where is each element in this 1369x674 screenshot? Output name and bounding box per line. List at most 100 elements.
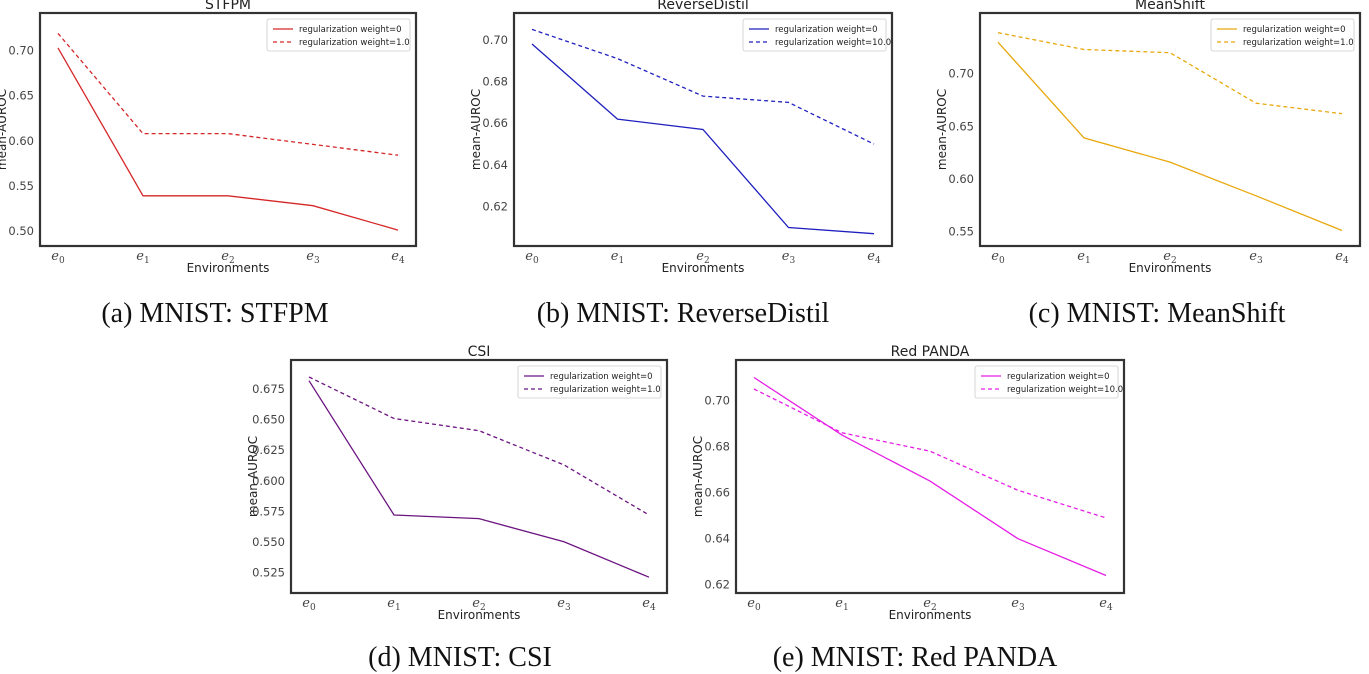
x-tick-label: e1	[611, 249, 624, 266]
y-tick-label: 0.68	[704, 440, 730, 454]
y-tick-label: 0.64	[482, 158, 508, 172]
legend: regularization weight=0 regularization we…	[266, 18, 411, 52]
legend-label-1: regularization weight=1.0	[1243, 38, 1354, 48]
y-tick-label: 0.675	[252, 382, 285, 396]
chart-svg: ReverseDistil 0.62 0.64 0.66 0.68 0.70 e0 e1 e2 e…	[469, 0, 894, 275]
y-tick-label: 0.60	[8, 134, 34, 148]
x-tick-label: e0	[302, 596, 316, 613]
x-axis-label: Environments	[187, 261, 270, 275]
x-tick-label: e2	[472, 596, 485, 613]
y-tick-label: 0.55	[948, 225, 974, 239]
y-tick-label: 0.70	[704, 394, 730, 408]
legend-label-0: regularization weight=0	[1243, 25, 1346, 35]
chart-panel-reversedistil: ReverseDistil 0.62 0.64 0.66 0.68 0.70 e0 e1 e2 e…	[469, 0, 910, 290]
legend-label-0: regularization weight=0	[550, 372, 653, 382]
y-tick-label: 0.70	[482, 33, 508, 47]
series-line-1	[57, 32, 399, 156]
x-tick-label: e0	[51, 249, 65, 266]
legend-box	[974, 365, 1119, 399]
legend: regularization weight=0 regularization we…	[517, 365, 662, 399]
x-tick-label: e4	[867, 249, 881, 266]
plot-frame	[978, 11, 1362, 248]
legend-label-0: regularization weight=0	[775, 25, 878, 35]
legend-label-1: regularization weight=1.0	[550, 385, 661, 395]
x-tick-label: e3	[1011, 596, 1025, 613]
caption-a: (a) MNIST: STFPM	[101, 298, 329, 329]
series-line-0	[753, 376, 1107, 577]
chart-title: MeanShift	[1135, 0, 1205, 13]
series-line-1	[308, 376, 650, 516]
y-tick-label: 0.550	[252, 535, 285, 549]
legend: regularization weight=0 regularization we…	[742, 18, 891, 52]
y-tick-label: 0.66	[704, 486, 730, 500]
chart-svg: MeanShift 0.55 0.60 0.65 0.70 e0 e1 e2 e3 e4 Envir…	[935, 0, 1362, 275]
x-tick-label: e1	[136, 249, 149, 266]
legend-label-0: regularization weight=0	[1007, 372, 1110, 382]
x-tick-label: e3	[306, 249, 320, 266]
y-tick-label: 0.625	[252, 443, 285, 457]
y-tick-label: 0.50	[8, 224, 34, 238]
x-tick-label: e2	[221, 249, 234, 266]
x-tick-label: e2	[1163, 249, 1176, 266]
caption-d: (d) MNIST: CSI	[368, 642, 552, 673]
legend-label-1: regularization weight=10.0	[1007, 385, 1123, 395]
plot-frame	[734, 358, 1126, 595]
caption-b: (b) MNIST: ReverseDistil	[536, 298, 830, 329]
y-tick-label: 0.525	[252, 565, 285, 579]
plot-frame	[512, 11, 894, 248]
chart-title: CSI	[468, 344, 491, 360]
x-tick-label: e3	[557, 596, 571, 613]
legend-box	[742, 18, 887, 52]
y-tick-label: 0.62	[482, 200, 508, 214]
chart-title: Red PANDA	[891, 344, 970, 360]
y-tick-label: 0.650	[252, 413, 285, 427]
chart-svg: Red PANDA 0.62 0.64 0.66 0.68 0.70 e0 e1 e2 e3 e4 E…	[691, 344, 1126, 622]
x-tick-label: e0	[991, 249, 1005, 266]
chart-panel-meanshift: MeanShift 0.55 0.60 0.65 0.70 e0 e1 e2 e3 e4 Envir…	[935, 0, 1369, 290]
series-line-1	[997, 32, 1343, 115]
series-line-0	[531, 43, 875, 235]
chart-panel-csi: CSI 0.525 0.550 0.575 0.600 0.625 0.650 0.675 e0…	[240, 340, 680, 630]
y-tick-label: 0.62	[704, 578, 730, 592]
y-axis-label: mean-AUROC	[935, 89, 949, 170]
x-tick-label: e3	[1249, 249, 1263, 266]
x-tick-label: e1	[387, 596, 400, 613]
chart-title: STFPM	[205, 0, 251, 13]
x-tick-label: e1	[835, 596, 848, 613]
x-tick-label: e0	[747, 596, 761, 613]
y-axis-label: mean-AUROC	[691, 436, 705, 517]
x-tick-label: e4	[1335, 249, 1349, 266]
caption-e: (e) MNIST: Red PANDA	[772, 642, 1058, 673]
legend-label-0: regularization weight=0	[299, 25, 402, 35]
plot-frame	[289, 358, 669, 595]
y-tick-label: 0.64	[704, 532, 730, 546]
series-line-0	[997, 41, 1343, 232]
y-tick-label: 0.600	[252, 474, 285, 488]
x-tick-label: e4	[391, 249, 405, 266]
y-tick-label: 0.65	[8, 89, 34, 103]
x-tick-label: e1	[1077, 249, 1090, 266]
y-tick-label: 0.65	[948, 119, 974, 133]
legend-label-1: regularization weight=1.0	[299, 38, 410, 48]
x-axis-label: Environments	[438, 608, 521, 622]
series-line-1	[531, 28, 875, 145]
y-axis-label: mean-AUROC	[246, 436, 260, 517]
legend-label-1: regularization weight=10.0	[775, 38, 891, 48]
chart-svg: STFPM 0.50 0.55 0.60 0.65 0.70 e0 e1 e2 e3 e4 Envir…	[0, 0, 418, 275]
series-line-1	[753, 388, 1107, 519]
legend: regularization weight=0 regularization we…	[1210, 18, 1355, 52]
y-axis-label: mean-AUROC	[469, 89, 483, 170]
x-tick-label: e3	[782, 249, 796, 266]
caption-c: (c) MNIST: MeanShift	[1028, 298, 1286, 329]
x-tick-label: e4	[1099, 596, 1113, 613]
series-line-0	[308, 380, 650, 578]
chart-svg: CSI 0.525 0.550 0.575 0.600 0.625 0.650 0.675 e0…	[246, 344, 669, 622]
plot-frame	[38, 11, 418, 248]
chart-panel-stfpm: STFPM 0.50 0.55 0.60 0.65 0.70 e0 e1 e2 e3 e4 Envir…	[0, 0, 440, 290]
y-tick-label: 0.66	[482, 116, 508, 130]
series-line-0	[57, 47, 399, 231]
y-axis-label: mean-AUROC	[0, 89, 9, 170]
legend: regularization weight=0 regularization we…	[974, 365, 1123, 399]
x-axis-label: Environments	[889, 608, 972, 622]
y-tick-label: 0.70	[8, 44, 34, 58]
